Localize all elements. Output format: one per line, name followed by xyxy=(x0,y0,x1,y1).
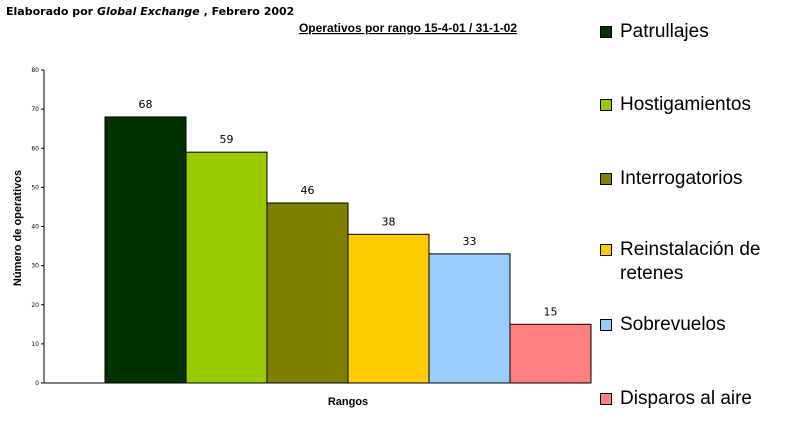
data-label-6: 15 xyxy=(544,305,558,318)
chart-title: Operativos por rango 15-4-01 / 31-1-02 xyxy=(299,21,517,35)
legend-swatch xyxy=(600,319,612,331)
legend-item-4: Reinstalación de retenes xyxy=(600,238,790,286)
y-tick-label: 0 xyxy=(35,380,39,387)
y-tick-label: 70 xyxy=(31,106,39,113)
bar-6 xyxy=(509,323,592,384)
y-axis-ticks: 0 10 20 30 40 50 60 70 80 xyxy=(31,67,44,387)
credit-suffix: , Febrero 2002 xyxy=(199,5,295,18)
legend-label: Reinstalación de retenes xyxy=(620,239,761,284)
legend-item-3: Interrogatorios xyxy=(600,167,790,191)
y-tick-label: 20 xyxy=(31,302,39,309)
bar-3 xyxy=(266,202,349,384)
y-tick-label: 10 xyxy=(31,341,39,348)
legend-item-6: Disparos al aire xyxy=(600,387,790,411)
legend-label: Interrogatorios xyxy=(620,168,743,189)
y-tick-label: 50 xyxy=(31,184,39,191)
legend-swatch xyxy=(600,173,612,185)
legend-swatch xyxy=(600,244,612,256)
x-axis-label: Rangos xyxy=(328,396,368,408)
legend-item-5: Sobrevuelos xyxy=(600,313,790,337)
legend-swatch xyxy=(600,393,612,405)
bar-2 xyxy=(185,151,268,384)
data-label-1: 68 xyxy=(139,98,153,111)
legend-label: Disparos al aire xyxy=(620,388,752,409)
bar-1 xyxy=(104,116,187,384)
y-tick-label: 60 xyxy=(31,145,39,152)
legend-swatch xyxy=(600,99,612,111)
credit-prefix: Elaborado por xyxy=(6,5,97,18)
y-tick-label: 30 xyxy=(31,263,39,270)
credit-line: Elaborado por Global Exchange , Febrero … xyxy=(6,5,294,18)
y-axis-label: Número de operativos xyxy=(12,170,24,286)
y-tick-label: 40 xyxy=(31,224,39,231)
credit-organization: Global Exchange xyxy=(96,5,200,18)
data-label-2: 59 xyxy=(220,133,234,146)
bars-group: 68 59 46 38 33 15 xyxy=(104,98,592,384)
legend-item-2: Hostigamientos xyxy=(600,93,790,117)
bar-5 xyxy=(428,253,511,384)
data-label-3: 46 xyxy=(301,184,315,197)
legend-label: Sobrevuelos xyxy=(620,314,726,335)
legend-swatch xyxy=(600,26,612,38)
legend-label: Hostigamientos xyxy=(620,94,751,115)
y-tick-label: 80 xyxy=(31,67,39,74)
data-label-5: 33 xyxy=(463,235,477,248)
bar-4 xyxy=(347,233,430,384)
legend: Patrullajes Hostigamientos Interrogatorios… xyxy=(600,0,796,423)
legend-label: Patrullajes xyxy=(620,21,709,42)
data-label-4: 38 xyxy=(382,215,396,228)
legend-item-1: Patrullajes xyxy=(600,20,790,44)
